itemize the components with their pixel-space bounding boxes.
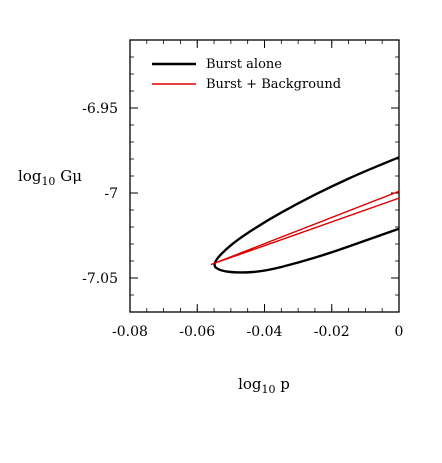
x-tick-label: -0.08 bbox=[112, 324, 148, 340]
y-tick-label: -7.05 bbox=[82, 271, 118, 287]
x-tick-label: -0.02 bbox=[314, 324, 350, 340]
series-line-burst-alone bbox=[213, 156, 400, 274]
x-tick-label: -0.04 bbox=[247, 324, 283, 340]
y-tick-label: -7 bbox=[104, 186, 118, 202]
x-axis-label: log10 p bbox=[238, 375, 290, 396]
series-line-burst-background bbox=[210, 190, 400, 266]
axis-tick-labels: -0.08 -0.06 -0.04 -0.02 0 -6.95 -7 -7.05 bbox=[82, 101, 403, 340]
legend-label: Burst alone bbox=[206, 57, 282, 72]
y-tick-label: -6.95 bbox=[82, 101, 118, 117]
x-tick-label: 0 bbox=[395, 324, 404, 340]
legend-label: Burst + Background bbox=[206, 77, 341, 92]
axis-ticks bbox=[129, 39, 400, 313]
legend: Burst alone Burst + Background bbox=[152, 57, 341, 92]
y-axis-label: log10 Gμ bbox=[18, 167, 82, 188]
x-tick-label: -0.06 bbox=[179, 324, 215, 340]
series-group bbox=[210, 156, 400, 274]
